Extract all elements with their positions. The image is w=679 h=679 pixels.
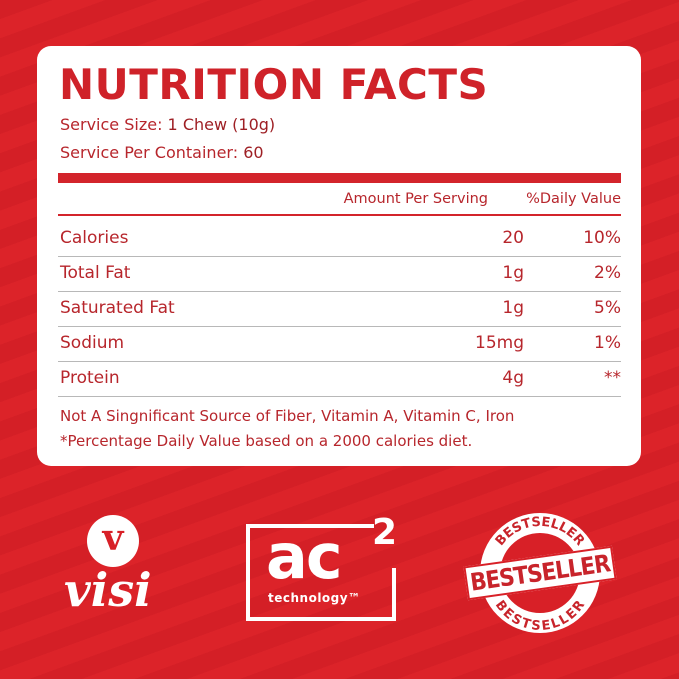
nutrient-daily-value: 5% — [594, 298, 621, 318]
serving-size-label: Service Size: — [60, 115, 163, 134]
nutrient-amount: 20 — [502, 228, 524, 248]
nutrient-row: Sodium 15mg 1% — [60, 327, 621, 361]
ac2-technology-logo: ac 2 technology™ — [246, 512, 397, 621]
nutrient-name: Total Fat — [60, 263, 131, 283]
title: NUTRITION FACTS — [59, 60, 489, 109]
nutrient-amount: 1g — [502, 298, 524, 318]
row-divider — [58, 326, 621, 327]
nutrient-daily-value: 1% — [594, 333, 621, 353]
visi-v-badge: v — [87, 515, 139, 567]
nutrient-amount: 1g — [502, 263, 524, 283]
note-daily-value: *Percentage Daily Value based on a 2000 … — [60, 432, 473, 450]
nutrient-name: Saturated Fat — [60, 298, 175, 318]
servings-value: 60 — [243, 143, 264, 162]
nutrient-daily-value: 10% — [583, 228, 621, 248]
nutrient-amount: 4g — [502, 368, 524, 388]
divider — [58, 214, 621, 216]
nutrient-name: Protein — [60, 368, 120, 388]
nutrient-name: Calories — [60, 228, 129, 248]
serving-size-value: 1 Chew (10g) — [167, 115, 276, 134]
servings-label: Service Per Container: — [60, 143, 239, 162]
servings-per-container: Service Per Container: 60 — [60, 143, 264, 162]
note-fiber: Not A Singnificant Source of Fiber, Vita… — [60, 407, 515, 425]
header-daily-value: %Daily Value — [526, 191, 621, 207]
row-divider — [58, 396, 621, 397]
nutrient-name: Sodium — [60, 333, 125, 353]
visi-logo: v visi — [64, 515, 174, 625]
row-divider — [58, 361, 621, 362]
nutrient-row: Saturated Fat 1g 5% — [60, 292, 621, 326]
nutrient-daily-value: ** — [604, 368, 621, 388]
divider-thick — [58, 173, 621, 183]
ac-text: ac — [266, 520, 343, 593]
serving-size: Service Size: 1 Chew (10g) — [60, 115, 275, 134]
visi-wordmark: visi — [64, 563, 152, 617]
row-divider — [58, 256, 621, 257]
ac-superscript: 2 — [372, 512, 398, 553]
technology-text: technology™ — [268, 591, 361, 605]
row-divider — [58, 291, 621, 292]
nutrient-row: Total Fat 1g 2% — [60, 257, 621, 291]
header-amount: Amount Per Serving — [343, 191, 488, 207]
nutrient-row: Calories 20 10% — [60, 222, 621, 256]
nutrition-facts-card: NUTRITION FACTS Service Size: 1 Chew (10… — [37, 46, 641, 466]
nutrient-amount: 15mg — [475, 333, 524, 353]
nutrient-daily-value: 2% — [594, 263, 621, 283]
bestseller-stamp: BESTSELLER BESTSELLER BESTSELLER — [463, 508, 617, 638]
nutrient-row: Protein 4g ** — [60, 362, 621, 396]
